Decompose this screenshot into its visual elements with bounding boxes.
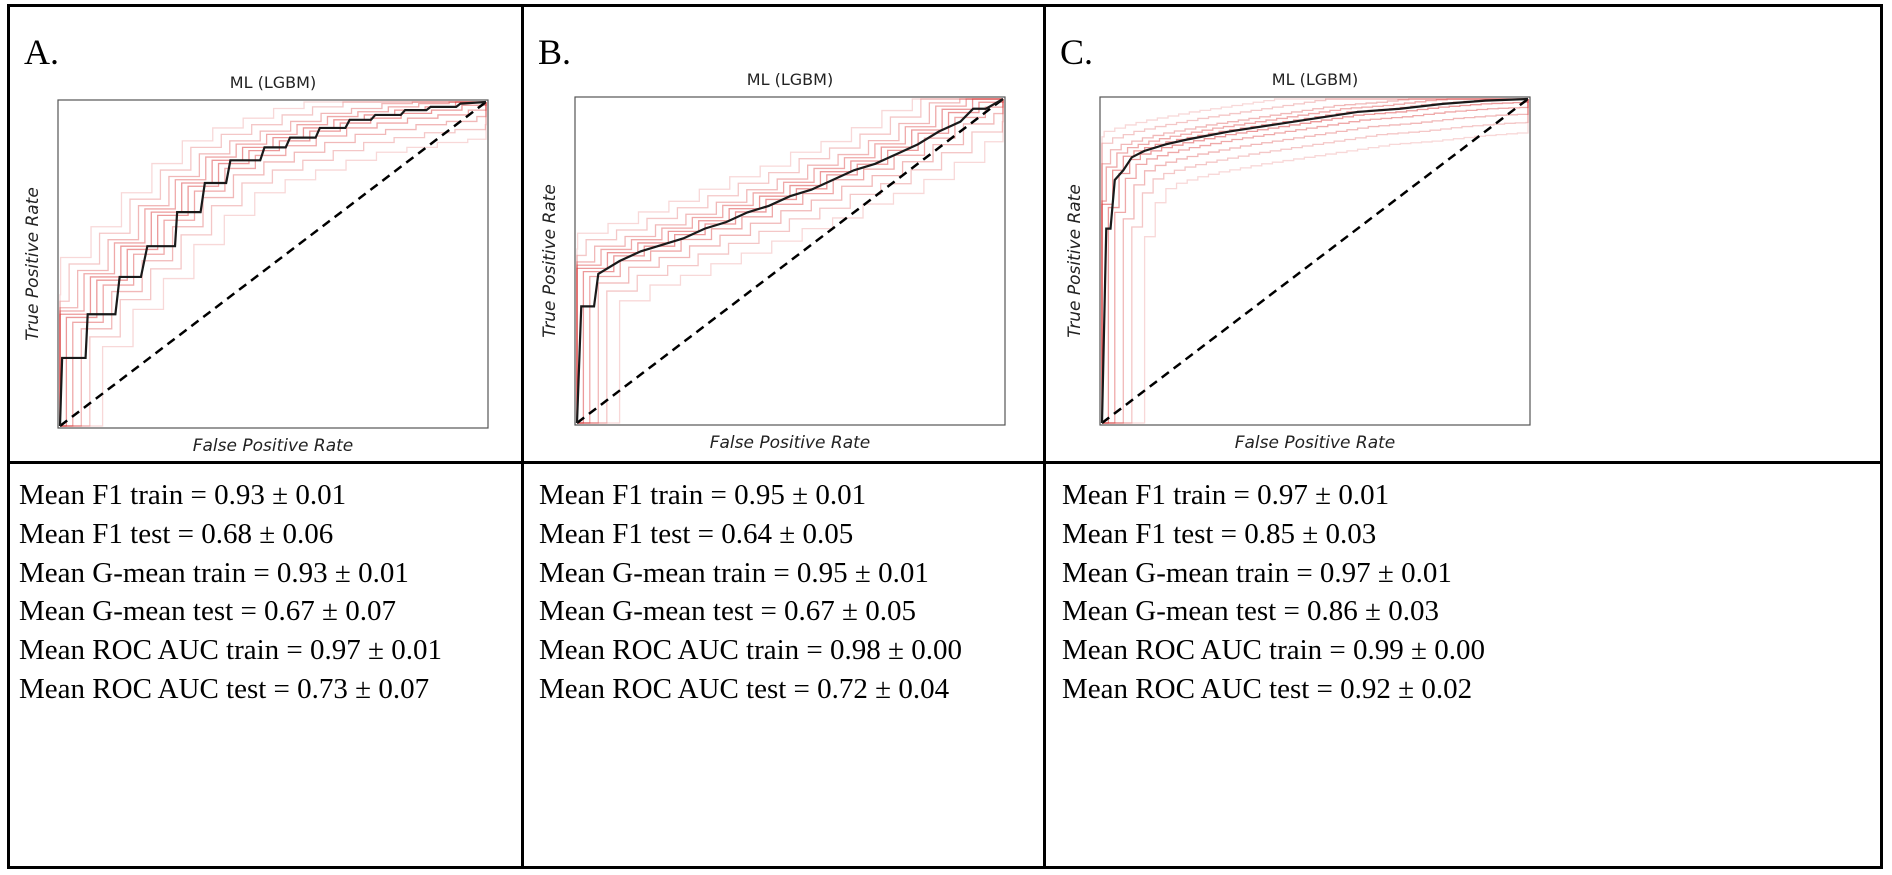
fold-roc-line: [1102, 99, 1529, 424]
chart-title: ML (LGBM): [1272, 70, 1358, 89]
x-axis-label: False Positive Rate: [710, 433, 871, 453]
fold-roc-line: [1102, 99, 1529, 424]
column-divider: [1043, 4, 1046, 869]
y-axis-label: True Positive Rate: [540, 184, 560, 338]
chart-title: ML (LGBM): [230, 73, 316, 92]
fold-roc-line: [1102, 99, 1529, 424]
fold-roc-line: [577, 99, 1004, 424]
stats-a: Mean F1 train = 0.93 ± 0.01 Mean F1 test…: [19, 476, 442, 709]
stat-f1-train: Mean F1 train = 0.97 ± 0.01: [1062, 479, 1390, 511]
fold-roc-line: [60, 102, 487, 427]
stat-auc-test: Mean ROC AUC test = 0.73 ± 0.07: [19, 672, 430, 705]
fold-roc-line: [60, 102, 487, 427]
mean-roc-line: [58, 100, 487, 427]
fold-roc-line: [59, 101, 486, 426]
fold-curves: [576, 98, 1004, 424]
figure-table: [7, 4, 1883, 869]
panel-letter: B.: [538, 32, 572, 72]
stat-gmean-test: Mean G-mean test = 0.67 ± 0.05: [539, 595, 916, 628]
fold-curves: [1101, 98, 1529, 424]
roc-chart-c: ML (LGBM) False Positive Rate True Positiv…: [1065, 70, 1531, 453]
fold-roc-line: [576, 98, 1003, 423]
fold-roc-line: [60, 102, 487, 427]
panel-a: A. ML (LGBM) False Positive Rate True Posi…: [10, 7, 525, 461]
stat-auc-train: Mean ROC AUC train = 0.99 ± 0.00: [1062, 634, 1485, 667]
y-axis-label: True Positive Rate: [23, 187, 43, 341]
fold-roc-line: [577, 99, 1004, 424]
panel-letter: A.: [24, 32, 59, 72]
stat-gmean-train: Mean G-mean train = 0.97 ± 0.01: [1062, 556, 1452, 589]
stat-gmean-train: Mean G-mean train = 0.95 ± 0.01: [539, 556, 929, 589]
row-divider: [7, 461, 1883, 464]
fold-roc-line: [1101, 98, 1528, 423]
fold-roc-line: [1102, 99, 1529, 424]
stat-f1-test: Mean F1 test = 0.85 ± 0.03: [1062, 517, 1377, 550]
roc-chart-a: ML (LGBM) False Positive Rate True Positiv…: [23, 73, 489, 456]
mean-roc-line: [575, 98, 1004, 424]
plot-frame: [574, 96, 1006, 426]
stat-auc-train: Mean ROC AUC train = 0.97 ± 0.01: [19, 634, 442, 667]
fold-roc-line: [60, 102, 487, 427]
panel-c: C. ML (LGBM) False Positive Rate True Posi…: [1046, 7, 1561, 461]
fold-roc-line: [60, 102, 487, 427]
fold-roc-line: [1101, 98, 1528, 423]
roc-chart-b: ML (LGBM) False Positive Rate True Positiv…: [540, 70, 1006, 453]
x-axis-label: False Positive Rate: [193, 436, 354, 456]
stats-b: Mean F1 train = 0.95 ± 0.01 Mean F1 test…: [539, 476, 962, 709]
stat-f1-train: Mean F1 train = 0.93 ± 0.01: [19, 479, 347, 511]
y-axis-label: True Positive Rate: [1065, 184, 1085, 338]
fold-roc-line: [576, 98, 1003, 423]
fold-roc-line: [577, 99, 1004, 424]
fold-roc-line: [59, 101, 486, 426]
stats-c: Mean F1 train = 0.97 ± 0.01 Mean F1 test…: [1062, 476, 1485, 709]
column-divider: [521, 4, 524, 869]
stat-gmean-test: Mean G-mean test = 0.67 ± 0.07: [19, 595, 396, 628]
fold-roc-line: [576, 98, 1003, 423]
fold-roc-line: [577, 99, 1004, 424]
fold-roc-line: [59, 101, 486, 426]
plot-frame: [1099, 96, 1531, 426]
fold-roc-line: [576, 98, 1003, 423]
mean-roc-line: [1100, 97, 1529, 424]
panel-letter: C.: [1060, 32, 1094, 72]
stat-auc-test: Mean ROC AUC test = 0.72 ± 0.04: [539, 672, 950, 705]
fold-roc-line: [59, 101, 486, 426]
stat-f1-test: Mean F1 test = 0.64 ± 0.05: [539, 517, 854, 550]
fold-roc-line: [1101, 98, 1528, 423]
fold-roc-line: [1102, 99, 1529, 424]
fold-roc-line: [577, 99, 1004, 424]
chart-title: ML (LGBM): [747, 70, 833, 89]
stat-auc-train: Mean ROC AUC train = 0.98 ± 0.00: [539, 634, 962, 667]
stat-gmean-test: Mean G-mean test = 0.86 ± 0.03: [1062, 595, 1439, 628]
x-axis-label: False Positive Rate: [1235, 433, 1396, 453]
plot-frame: [57, 99, 489, 429]
fold-roc-line: [1101, 98, 1528, 423]
stat-auc-test: Mean ROC AUC test = 0.92 ± 0.02: [1062, 672, 1473, 705]
panel-b: B. ML (LGBM) False Positive Rate True Posi…: [524, 7, 1039, 461]
stat-f1-test: Mean F1 test = 0.68 ± 0.06: [19, 517, 334, 550]
stat-gmean-train: Mean G-mean train = 0.93 ± 0.01: [19, 556, 409, 589]
stat-f1-train: Mean F1 train = 0.95 ± 0.01: [539, 479, 867, 511]
